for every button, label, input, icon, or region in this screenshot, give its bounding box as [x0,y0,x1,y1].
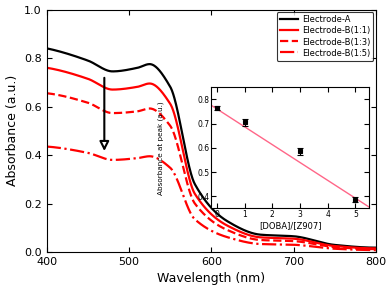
Electrode-B(1:3) [254,238,259,241]
Electrode-A [374,246,378,249]
Electrode-B(1:5) [44,145,49,148]
Electrode-B(1:3) [374,247,378,251]
Electrode-B(1:1) [65,70,69,74]
Electrode-B(1:5) [254,242,259,246]
Electrode-B(1:5) [236,238,240,242]
Electrode-B(1:3) [294,239,299,243]
Electrode-A [294,235,299,238]
Electrode-B(1:5) [65,147,69,151]
Electrode-B(1:1) [236,229,240,233]
Line: Electrode-B(1:3): Electrode-B(1:3) [47,93,376,249]
Y-axis label: Absorbance (a.u.): Absorbance (a.u.) [5,75,18,187]
Line: Electrode-B(1:1): Electrode-B(1:1) [47,68,376,249]
Electrode-B(1:5) [244,240,249,244]
Electrode-B(1:3) [65,95,69,99]
Electrode-B(1:1) [244,233,249,236]
Electrode-B(1:1) [254,235,259,239]
Line: Electrode-B(1:5): Electrode-B(1:5) [47,147,376,250]
Electrode-A [244,229,249,233]
Electrode-A [254,232,259,236]
Electrode-B(1:5) [374,248,378,252]
Electrode-B(1:5) [294,243,299,247]
Electrode-B(1:1) [44,66,49,70]
Electrode-B(1:1) [328,244,332,247]
Electrode-B(1:3) [236,233,240,236]
Electrode-A [236,226,240,229]
Electrode-B(1:3) [244,236,249,239]
X-axis label: Wavelength (nm): Wavelength (nm) [157,272,265,285]
Electrode-A [328,243,332,246]
Electrode-B(1:5) [328,247,332,250]
Electrode-A [44,47,49,50]
Electrode-A [65,52,69,55]
Line: Electrode-A: Electrode-A [47,48,376,248]
Electrode-B(1:3) [44,91,49,95]
Electrode-B(1:1) [294,237,299,241]
Electrode-B(1:3) [328,245,332,249]
Legend: Electrode-A, Electrode-B(1:1), Electrode-B(1:3), Electrode-B(1:5): Electrode-A, Electrode-B(1:1), Electrode… [277,12,374,61]
Electrode-B(1:1) [374,247,378,250]
